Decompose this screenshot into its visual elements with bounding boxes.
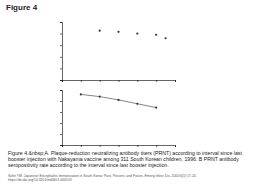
plot-area (99, 30, 167, 40)
y-tick (60, 57, 62, 58)
point (164, 37, 166, 39)
y-tick-mark (60, 123, 62, 124)
point (155, 34, 157, 36)
x-tick (137, 80, 138, 82)
x-tick (81, 80, 82, 82)
chart (60, 23, 176, 83)
y-tick (60, 80, 62, 81)
y-tick-mark (60, 22, 62, 23)
x-tick-mark (81, 145, 82, 147)
x-tick (175, 145, 176, 147)
x-tick (100, 80, 101, 82)
y-tick (60, 45, 62, 46)
x-tick-mark (81, 80, 82, 82)
y-tick-mark (60, 101, 62, 102)
x-tick (119, 80, 120, 82)
x-tick-mark (175, 145, 176, 147)
x-tick-mark (156, 80, 157, 82)
y-tick-mark (60, 134, 62, 135)
y-tick-mark (60, 80, 62, 81)
line (81, 94, 156, 107)
x-tick (175, 80, 176, 82)
x-axis-line (63, 146, 176, 148)
plot-area (80, 93, 158, 108)
y-tick-mark (60, 68, 62, 69)
y-tick-mark (60, 145, 62, 146)
caption: Figure 4.&nbsp;A. Plaque-reduction neutr… (8, 150, 252, 169)
charts (0, 0, 256, 150)
point (80, 93, 82, 95)
x-tick (156, 145, 157, 147)
y-tick (60, 90, 62, 91)
x-tick (100, 145, 101, 147)
x-axis (63, 80, 176, 82)
y-tick (60, 34, 62, 35)
point (99, 96, 101, 98)
x-tick (156, 80, 157, 82)
y-tick-mark (60, 45, 62, 46)
y-tick (60, 112, 62, 113)
y-axis-line (60, 23, 63, 81)
y-tick-mark (60, 57, 62, 58)
y-tick-mark (60, 34, 62, 35)
x-axis (63, 145, 176, 147)
y-tick (60, 68, 62, 69)
y-tick-mark (60, 112, 62, 113)
x-tick (81, 145, 82, 147)
figure-title: Figure 4 (6, 3, 37, 12)
x-tick-mark (137, 80, 138, 82)
x-tick-mark (119, 80, 120, 82)
x-tick-mark (100, 145, 101, 147)
x-tick-mark (137, 145, 138, 147)
x-tick (137, 145, 138, 147)
point (117, 31, 119, 33)
x-tick-mark (119, 145, 120, 147)
x-tick-mark (175, 80, 176, 82)
y-tick-mark (60, 90, 62, 91)
point (136, 33, 138, 35)
x-tick-mark (156, 145, 157, 147)
point (136, 103, 138, 105)
point (99, 30, 101, 32)
y-tick (60, 22, 62, 23)
chart (60, 91, 176, 148)
point (117, 99, 119, 101)
x-tick-mark (100, 80, 101, 82)
point (155, 107, 157, 109)
y-tick (60, 145, 62, 146)
y-axis (60, 91, 63, 146)
x-tick (119, 145, 120, 147)
y-tick (60, 101, 62, 102)
source: Sohn YM. Japanese Encephalitis Immunizat… (8, 174, 252, 182)
x-axis-line (63, 81, 176, 83)
y-axis (60, 23, 63, 81)
y-tick (60, 134, 62, 135)
y-axis-line (60, 91, 63, 146)
y-tick (60, 123, 62, 124)
